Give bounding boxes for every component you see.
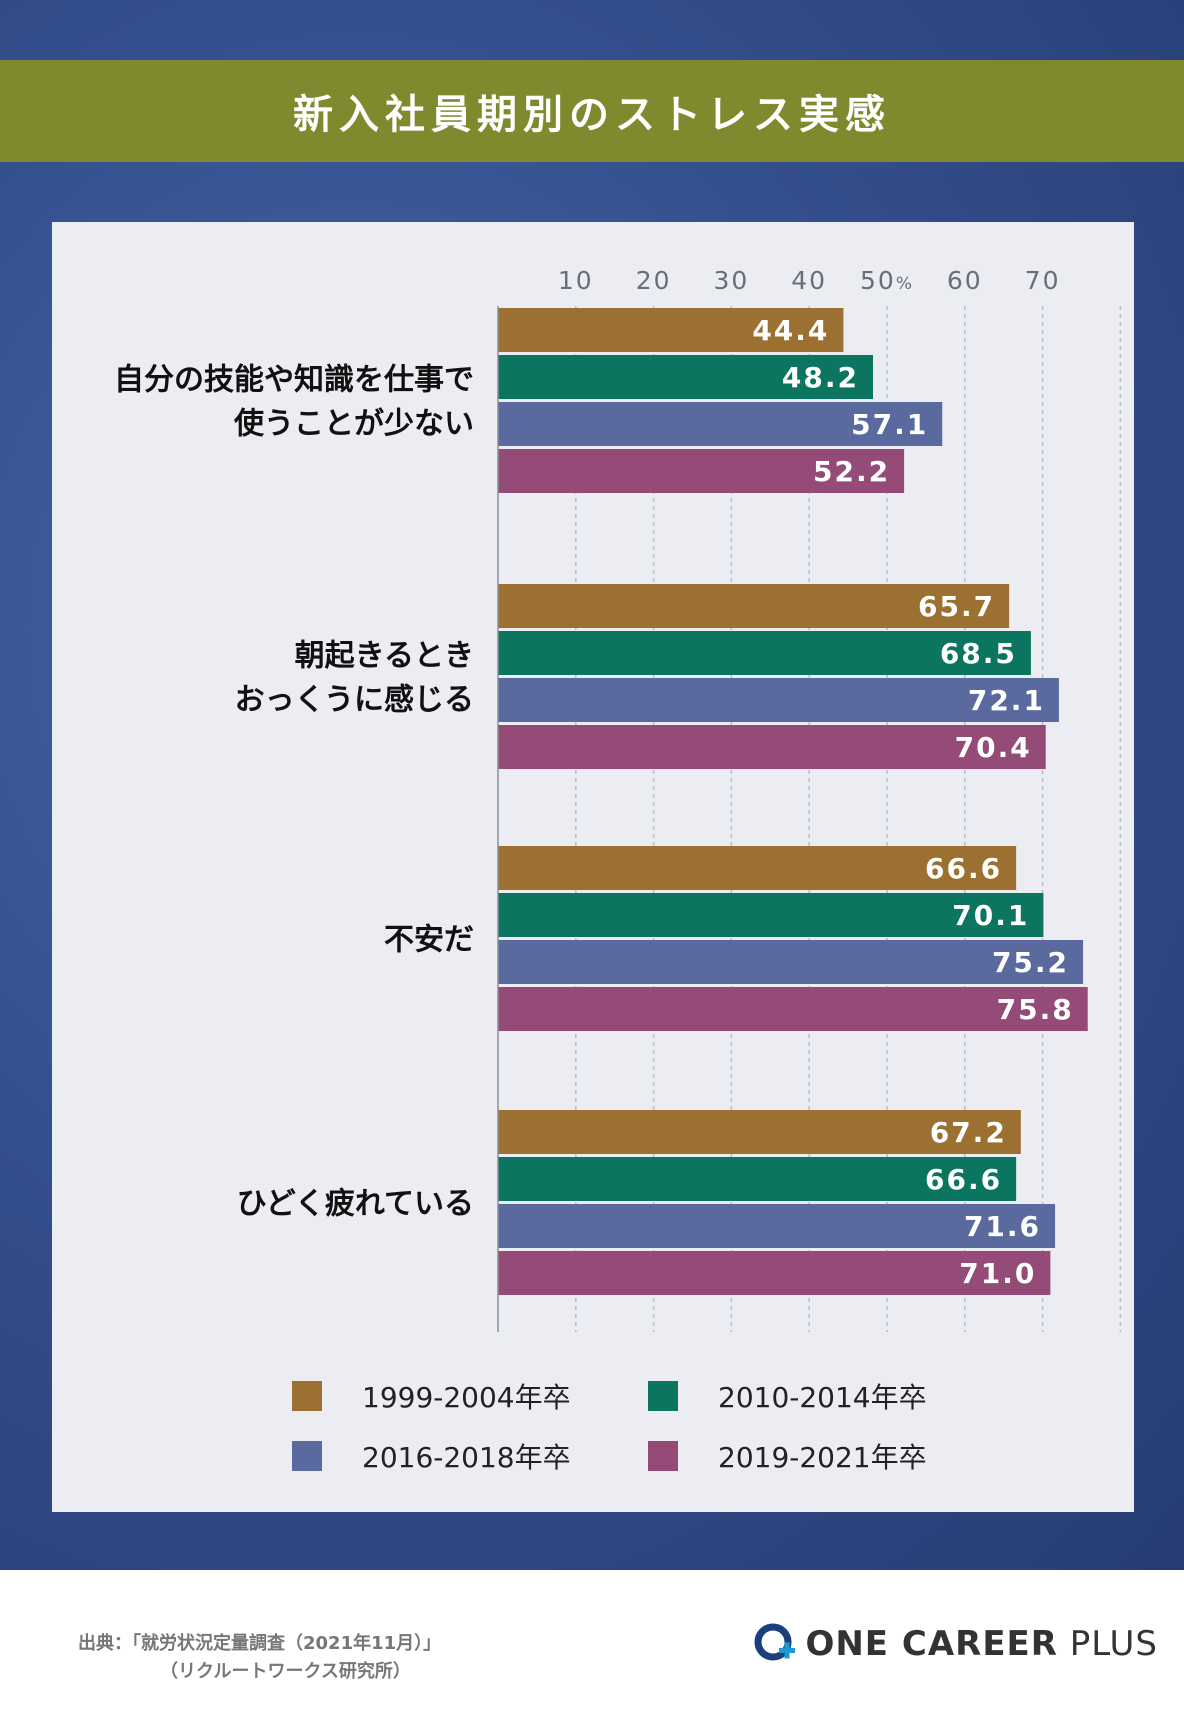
bar-cat0-series1 bbox=[498, 355, 873, 399]
bar-cat3-series3 bbox=[498, 1251, 1051, 1295]
chart-panel: 10 20 30 40 50% 60 70 44.4 48.2 57.1 52.2 自分の技能や知識を… bbox=[52, 222, 1134, 1512]
bar-label-cat0-series2: 57.1 bbox=[851, 408, 928, 441]
logo-word-one-career: ONE CAREER bbox=[805, 1624, 1058, 1664]
x-tick-label-20: 20 bbox=[636, 266, 672, 295]
x-tick-label-70: 70 bbox=[1025, 266, 1061, 295]
bar-cat2-series2 bbox=[498, 940, 1084, 984]
bar-cat0-series2 bbox=[498, 402, 943, 446]
source-line-1: 出典：「就労状況定量調査（2021年11月）」 bbox=[78, 1633, 442, 1654]
bar-cat1-series0 bbox=[498, 584, 1010, 628]
legend-swatch-1999-2004 bbox=[292, 1381, 322, 1411]
legend-item-2016-2018: 2016-2018年卒 bbox=[292, 1436, 571, 1476]
bar-label-cat0-series1: 48.2 bbox=[782, 361, 859, 394]
category-label-3-line0: ひどく疲れている bbox=[237, 1187, 474, 1222]
category-label-2-line0: 不安だ bbox=[384, 923, 474, 958]
legend-label-1999-2004: 1999-2004年卒 bbox=[362, 1381, 571, 1414]
bar-label-cat2-series2: 75.2 bbox=[992, 946, 1069, 979]
brand-logo[interactable]: ONE CAREER PLUS bbox=[753, 1622, 1158, 1666]
bar-cat1-series1 bbox=[498, 631, 1031, 675]
bar-label-cat2-series1: 70.1 bbox=[952, 899, 1029, 932]
bar-cat3-series2 bbox=[498, 1204, 1056, 1248]
bar-label-cat3-series1: 66.6 bbox=[925, 1163, 1002, 1196]
x-tick-label-30: 30 bbox=[713, 266, 749, 295]
source-line-2: （リクルートワークス研究所） bbox=[160, 1661, 411, 1682]
bar-cat3-series0 bbox=[498, 1110, 1021, 1154]
bar-cat1-series3 bbox=[498, 725, 1046, 769]
legend-label-2019-2021: 2019-2021年卒 bbox=[718, 1441, 927, 1474]
logo-icon bbox=[754, 1623, 796, 1661]
logo-text: ONE CAREER PLUS bbox=[805, 1624, 1158, 1664]
legend-item-2010-2014: 2010-2014年卒 bbox=[648, 1376, 927, 1416]
legend-swatch-2019-2021 bbox=[648, 1441, 678, 1471]
bar-cat2-series0 bbox=[498, 846, 1017, 890]
bar-cat0-series0 bbox=[498, 308, 844, 352]
x-unit-label: % bbox=[896, 274, 914, 294]
bar-label-cat1-series3: 70.4 bbox=[955, 731, 1032, 764]
bar-label-cat2-series0: 66.6 bbox=[925, 852, 1002, 885]
bar-cat3-series1 bbox=[498, 1157, 1017, 1201]
bar-chart: 10 20 30 40 50% 60 70 44.4 48.2 57.1 52.2 自分の技能や知識を… bbox=[114, 266, 1122, 1332]
bar-label-cat2-series3: 75.8 bbox=[997, 993, 1074, 1026]
footer: 出典：「就労状況定量調査（2021年11月）」 （リクルートワークス研究所） O… bbox=[0, 1570, 1184, 1716]
bar-cat2-series1 bbox=[498, 893, 1044, 937]
category-label-1-line0: 朝起きるとき bbox=[295, 639, 474, 674]
page-title: 新入社員期別のストレス実感 bbox=[293, 92, 891, 138]
x-tick-label-60: 60 bbox=[947, 266, 983, 295]
bar-label-cat3-series2: 71.6 bbox=[964, 1210, 1041, 1243]
x-tick-label-50: 50% bbox=[860, 266, 914, 295]
x-tick-label-10: 10 bbox=[558, 266, 594, 295]
category-label-0-line1: 使うことが少ない bbox=[233, 407, 474, 442]
x-tick-label-40: 40 bbox=[791, 266, 827, 295]
legend-swatch-2016-2018 bbox=[292, 1441, 322, 1471]
bar-label-cat0-series3: 52.2 bbox=[813, 455, 890, 488]
source-citation: 出典：「就労状況定量調査（2021年11月）」 （リクルートワークス研究所） bbox=[78, 1630, 441, 1686]
bar-label-cat0-series0: 44.4 bbox=[752, 314, 829, 347]
legend-item-2019-2021: 2019-2021年卒 bbox=[648, 1436, 927, 1476]
bar-label-cat3-series3: 71.0 bbox=[959, 1257, 1036, 1290]
bar-label-cat3-series0: 67.2 bbox=[930, 1116, 1007, 1149]
bar-label-cat1-series2: 72.1 bbox=[968, 684, 1045, 717]
legend-item-1999-2004: 1999-2004年卒 bbox=[292, 1376, 571, 1416]
category-label-1-line1: おっくうに感じる bbox=[235, 683, 474, 718]
bar-label-cat1-series1: 68.5 bbox=[940, 637, 1017, 670]
category-label-0-line0: 自分の技能や知識を仕事で bbox=[114, 363, 474, 398]
bar-cat1-series2 bbox=[498, 678, 1059, 722]
logo-word-plus: PLUS bbox=[1069, 1624, 1158, 1664]
legend-swatch-2010-2014 bbox=[648, 1381, 678, 1411]
bar-label-cat1-series0: 65.7 bbox=[918, 590, 995, 623]
legend-label-2016-2018: 2016-2018年卒 bbox=[362, 1441, 571, 1474]
title-band: 新入社員期別のストレス実感 bbox=[0, 60, 1184, 162]
legend-label-2010-2014: 2010-2014年卒 bbox=[718, 1381, 927, 1414]
bar-cat2-series3 bbox=[498, 987, 1088, 1031]
bar-cat0-series3 bbox=[498, 449, 905, 493]
